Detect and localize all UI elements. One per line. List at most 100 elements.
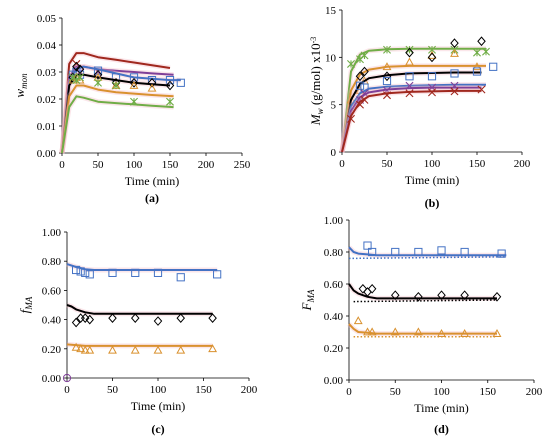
data-point (383, 45, 391, 54)
series-darkred (339, 85, 486, 153)
data-point (129, 77, 139, 88)
data-point (405, 72, 414, 81)
x-tick-label: 0 (59, 159, 65, 171)
data-point (85, 314, 95, 325)
series-line (61, 95, 174, 154)
data-point (80, 345, 90, 354)
series-line (348, 283, 497, 300)
series-line (66, 304, 213, 315)
data-point (68, 73, 77, 82)
data-point (450, 81, 459, 90)
x-tick-label: 150 (195, 384, 212, 396)
x-tick-label: 50 (390, 386, 402, 398)
data-point (405, 47, 414, 58)
data-point (153, 268, 163, 277)
x-tick-label: 100 (126, 159, 143, 171)
data-point (367, 283, 377, 294)
series-blue (339, 62, 498, 153)
data-point (472, 62, 482, 71)
x-tick-label: 250 (234, 159, 251, 171)
data-point (355, 71, 365, 82)
y-tick-label: 0.03 (37, 67, 57, 79)
data-point (368, 247, 377, 257)
data-point (473, 48, 481, 57)
series-orange (347, 316, 502, 338)
series-line (341, 86, 482, 153)
chart-b: 0 50 100 150 200 0 5 10 15 Time (min) Mw (g/mol) x… (308, 5, 531, 210)
series-line (348, 246, 507, 257)
series-black (66, 302, 217, 328)
data-point (383, 91, 391, 100)
y-tick-label: 0.04 (37, 40, 57, 52)
data-point (472, 67, 482, 76)
data-point (460, 290, 469, 301)
data-point (437, 246, 446, 255)
data-point (130, 97, 138, 106)
data-point (414, 247, 423, 257)
x-tick-label: 200 (241, 384, 258, 396)
data-point (176, 313, 186, 323)
data-point (477, 36, 486, 47)
data-point (492, 291, 502, 302)
x-tick-label: 50 (107, 384, 119, 396)
data-point (347, 114, 355, 123)
series-green (339, 45, 490, 153)
data-point (62, 373, 72, 383)
series-line (61, 52, 171, 154)
series-orange (66, 341, 218, 354)
data-point (166, 97, 174, 106)
series-line (348, 323, 497, 335)
data-point (382, 76, 392, 86)
series-purple (62, 373, 72, 383)
panel-caption: (c) (151, 422, 164, 436)
data-point (450, 38, 459, 48)
x-tick-label: 100 (424, 158, 441, 170)
y-tick-label: 0.00 (37, 148, 57, 160)
series-darkred (59, 50, 171, 154)
data-point (382, 62, 392, 71)
series-black (346, 282, 502, 303)
data-point (414, 291, 423, 302)
data-point (129, 80, 139, 89)
data-point (477, 85, 486, 94)
data-point (153, 345, 163, 354)
chart-d: 0 50 100 150 200 0.00 0.20 0.40 0.60 0.80 1.00 Time… (299, 215, 543, 436)
series-black (339, 36, 486, 153)
data-point (108, 268, 117, 277)
x-tick-label: 200 (198, 159, 215, 171)
data-point (497, 249, 506, 258)
data-point (450, 87, 459, 96)
y-tick-label: 0.80 (42, 256, 62, 268)
y-tick-label: 1.00 (324, 215, 344, 227)
data-point (489, 62, 498, 71)
data-point (147, 77, 157, 88)
data-point (112, 81, 120, 90)
data-point (108, 313, 117, 323)
data-point (355, 81, 365, 90)
y-tick-label: 0.60 (42, 285, 62, 297)
data-point (347, 59, 355, 68)
data-point (76, 73, 84, 82)
data-point (71, 317, 81, 328)
y-tick-label: 0.20 (324, 343, 344, 355)
x-tick-label: 100 (150, 384, 167, 396)
data-point (450, 69, 459, 78)
data-point (130, 313, 140, 323)
data-point (482, 47, 490, 56)
series-line (66, 263, 218, 271)
data-point (391, 247, 400, 257)
data-point (72, 76, 81, 85)
y-tick-label: 0.40 (42, 315, 62, 327)
data-point (353, 316, 363, 325)
x-tick-label: 50 (93, 159, 105, 171)
data-point (358, 283, 368, 294)
data-point (405, 89, 414, 98)
y-axis-label: FMA (299, 289, 316, 311)
y-tick-label: 0.20 (42, 344, 62, 356)
data-point (367, 327, 377, 336)
data-point (176, 345, 186, 354)
x-tick-label: 150 (480, 386, 497, 398)
data-point (450, 48, 459, 57)
y-axis-label: fMA (17, 296, 34, 313)
